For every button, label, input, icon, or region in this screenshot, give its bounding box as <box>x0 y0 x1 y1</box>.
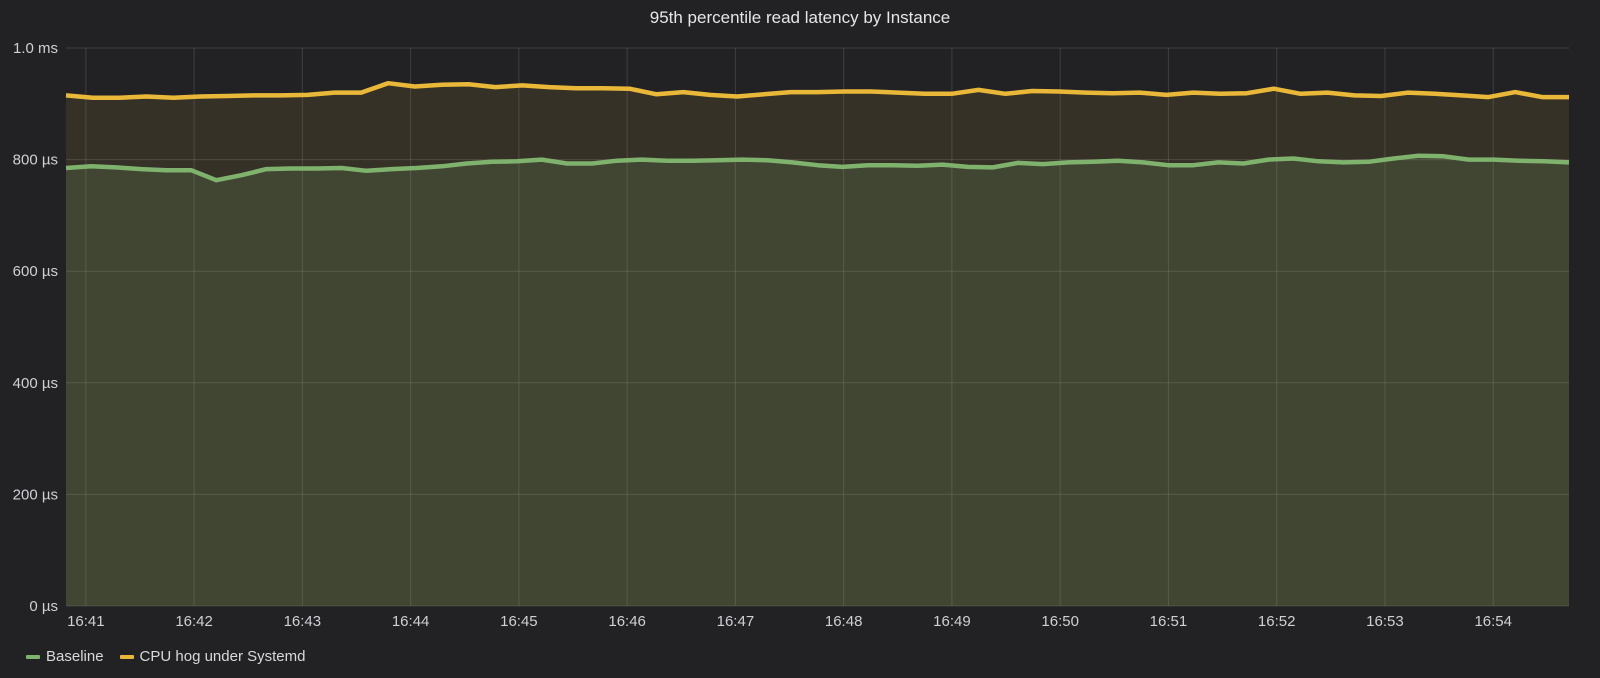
y-tick-label: 800 µs <box>13 152 58 169</box>
y-tick-label: 0 µs <box>29 598 58 615</box>
x-tick-label: 16:45 <box>500 613 538 630</box>
y-tick-label: 600 µs <box>13 263 58 280</box>
legend-label-cpu-hog: CPU hog under Systemd <box>139 648 306 665</box>
x-tick-label: 16:51 <box>1150 613 1188 630</box>
x-tick-label: 16:42 <box>175 613 213 630</box>
x-tick-label: 16:43 <box>284 613 322 630</box>
x-tick-label: 16:50 <box>1041 613 1079 630</box>
legend-label-baseline: Baseline <box>46 648 104 665</box>
x-tick-label: 16:44 <box>392 613 430 630</box>
series-area-0 <box>66 155 1569 606</box>
y-tick-label: 400 µs <box>13 375 58 392</box>
grid <box>66 47 1569 607</box>
legend-item-baseline[interactable]: Baseline <box>26 648 104 665</box>
legend-item-cpu-hog[interactable]: CPU hog under Systemd <box>119 648 306 665</box>
y-tick-label: 200 µs <box>13 486 58 503</box>
series-layer <box>65 80 1570 606</box>
legend-swatch-cpu-hog <box>119 654 134 659</box>
legend-swatch-baseline <box>26 654 40 659</box>
x-tick-label: 16:48 <box>825 613 863 630</box>
x-tick-label: 16:54 <box>1474 613 1512 630</box>
x-tick-label: 16:52 <box>1258 613 1296 630</box>
series-line-1 <box>65 80 1569 100</box>
x-tick-label: 16:53 <box>1366 613 1404 630</box>
chart-title: 95th percentile read latency by Instance <box>649 8 951 27</box>
axes: 0 µs 200 µs 400 µs 600 µs 800 µs 1.0 ms 16:41 1… <box>13 40 1512 630</box>
x-tick-label: 16:47 <box>717 613 755 630</box>
x-tick-label: 16:41 <box>67 613 105 630</box>
series-area-1 <box>66 83 1569 606</box>
y-tick-label: 1.0 ms <box>13 40 58 57</box>
legend: Baseline CPU hog under Systemd <box>26 648 305 665</box>
x-tick-label: 16:46 <box>608 613 646 630</box>
x-tick-label: 16:49 <box>933 613 971 630</box>
series-line-0 <box>65 153 1570 183</box>
